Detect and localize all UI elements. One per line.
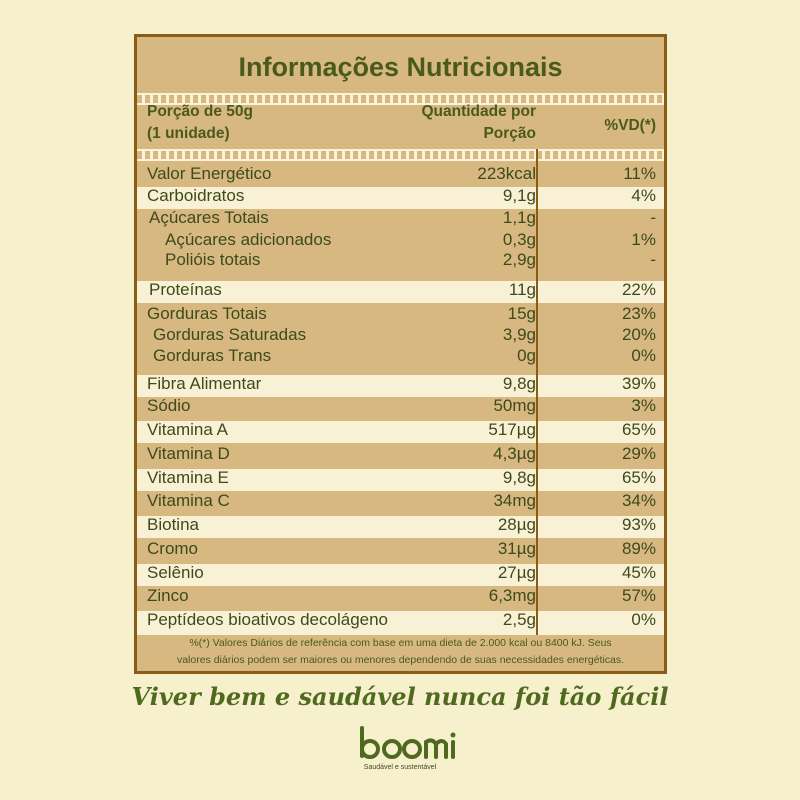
nutrient-daily-value: - bbox=[650, 208, 656, 227]
nutrient-name: Proteínas bbox=[149, 280, 222, 299]
nutrient-quantity: 11g bbox=[508, 280, 536, 299]
table-row: Açúcares Totais 1,1g - Açúcares adicionados… bbox=[137, 208, 664, 271]
nutrient-name: Vitamina D bbox=[147, 444, 230, 463]
nutrient-daily-value: 3% bbox=[631, 396, 656, 415]
table-row: Sódio 50mg 3% bbox=[137, 396, 664, 419]
nutrient-name: Sódio bbox=[147, 396, 191, 415]
table-row: Fibra Alimentar 9,8g 39% bbox=[137, 374, 664, 397]
nutrient-daily-value: 23% bbox=[621, 304, 656, 323]
nutrient-daily-value: 22% bbox=[621, 280, 656, 299]
table-row: Peptídeos bioativos decolágeno 2,5g 0% bbox=[137, 610, 664, 635]
nutrient-daily-value: 1% bbox=[631, 230, 656, 249]
nutrient-name: Cromo bbox=[147, 539, 199, 558]
nutrient-quantity: 50mg bbox=[493, 396, 536, 415]
header-divider-bottom bbox=[137, 149, 664, 161]
nutrient-name: Vitamina C bbox=[147, 491, 230, 510]
tagline: Viver bem e saudável nunca foi tão fácil bbox=[131, 682, 669, 711]
nutrient-name: Selênio bbox=[147, 563, 204, 582]
nutrient-daily-value: 4% bbox=[631, 186, 656, 205]
quantity-header: Quantidade por Porção bbox=[421, 101, 536, 145]
table-row: Vitamina E 9,8g 65% bbox=[137, 468, 664, 491]
footnote: %(*) Valores Diários de referência com b… bbox=[137, 635, 664, 671]
nutrient-quantity: 0g bbox=[517, 346, 536, 365]
column-divider-vd bbox=[536, 149, 538, 635]
table-row: Selênio 27µg 45% bbox=[137, 563, 664, 586]
nutrient-daily-value: 45% bbox=[621, 563, 656, 582]
table-row: Biotina 28µg 93% bbox=[137, 515, 664, 538]
nutrient-name: Carboidratos bbox=[147, 186, 245, 205]
table-row: Vitamina C 34mg 34% bbox=[137, 491, 664, 514]
header-divider-top bbox=[137, 93, 664, 105]
nutrient-name: Açúcares Totais bbox=[149, 208, 269, 227]
nutrient-quantity: 1,1g bbox=[502, 208, 536, 227]
nutrient-daily-value: 0% bbox=[631, 610, 656, 629]
nutrient-daily-value: 0% bbox=[631, 346, 656, 365]
nutrient-name: Valor Energético bbox=[147, 164, 272, 183]
nutrition-table: Informações Nutricionais Porção de 50g (… bbox=[134, 34, 667, 674]
table-row: Cromo 31µg 89% bbox=[137, 539, 664, 562]
nutrient-name: Gorduras Trans bbox=[153, 346, 272, 365]
nutrient-name: Vitamina A bbox=[147, 420, 228, 439]
table-row: Zinco 6,3mg 57% bbox=[137, 586, 664, 609]
vd-header: %VD(*) bbox=[604, 117, 656, 134]
nutrient-name: Peptídeos bioativos decolágeno bbox=[147, 610, 389, 629]
portion-line-2: (1 unidade) bbox=[147, 125, 230, 142]
quantity-line-2: Porção bbox=[483, 125, 536, 142]
nutrient-quantity: 2,5g bbox=[502, 610, 536, 629]
nutrient-daily-value: 89% bbox=[621, 539, 656, 558]
nutrient-name: Gorduras Totais bbox=[147, 304, 267, 323]
nutrient-daily-value: 57% bbox=[621, 586, 656, 605]
nutrient-name: Fibra Alimentar bbox=[147, 374, 262, 393]
nutrient-daily-value: 34% bbox=[621, 491, 656, 510]
nutrient-quantity: 223kcal bbox=[477, 164, 536, 183]
nutrient-quantity: 4,3µg bbox=[493, 444, 536, 463]
footnote-line-1: %(*) Valores Diários de referência com b… bbox=[189, 637, 612, 649]
portion-line-1: Porção de 50g bbox=[147, 103, 253, 120]
quantity-line-1: Quantidade por bbox=[421, 103, 536, 120]
nutrient-daily-value: - bbox=[650, 250, 656, 269]
brand-slogan: Saudável e sustentável bbox=[363, 764, 437, 771]
nutrient-quantity: 31µg bbox=[497, 539, 536, 558]
nutrient-quantity: 27µg bbox=[497, 563, 536, 582]
nutrient-quantity: 0,3g bbox=[502, 230, 536, 249]
table-row: Vitamina A 517µg 65% bbox=[137, 420, 664, 443]
nutrient-name: Biotina bbox=[147, 515, 199, 534]
nutrient-daily-value: 65% bbox=[621, 468, 656, 487]
nutrient-name: Gorduras Saturadas bbox=[153, 325, 307, 344]
nutrient-quantity: 15g bbox=[507, 304, 536, 323]
nutrient-daily-value: 20% bbox=[621, 325, 656, 344]
nutrient-name: Vitamina E bbox=[147, 468, 229, 487]
nutrient-quantity: 3,9g bbox=[502, 325, 536, 344]
nutrient-quantity: 9,8g bbox=[502, 468, 536, 487]
table-row: Gorduras Totais 15g 23% Gorduras Saturadas 3… bbox=[137, 304, 664, 369]
nutrient-quantity: 34mg bbox=[493, 491, 536, 510]
nutrient-name: Açúcares adicionados bbox=[165, 230, 332, 249]
table-row: Valor Energético 223kcal 11% bbox=[137, 164, 664, 187]
nutrient-quantity: 517µg bbox=[488, 420, 536, 439]
table-row: Vitamina D 4,3µg 29% bbox=[137, 444, 664, 467]
boomi-logo bbox=[360, 726, 456, 759]
nutrient-quantity: 9,8g bbox=[502, 374, 536, 393]
portion-header: Porção de 50g (1 unidade) bbox=[147, 101, 253, 145]
nutrient-name: Polióis totais bbox=[165, 250, 261, 269]
nutrient-daily-value: 65% bbox=[621, 420, 656, 439]
nutrient-quantity: 6,3mg bbox=[488, 586, 536, 605]
nutrient-daily-value: 29% bbox=[621, 444, 656, 463]
table-title: Informações Nutricionais bbox=[238, 52, 563, 82]
footnote-line-2: valores diários podem ser maiores ou men… bbox=[176, 654, 625, 666]
nutrient-name: Zinco bbox=[147, 586, 189, 605]
nutrient-daily-value: 39% bbox=[621, 374, 656, 393]
nutrient-quantity: 9,1g bbox=[502, 186, 536, 205]
nutrient-daily-value: 11% bbox=[623, 164, 656, 183]
nutrient-quantity: 2,9g bbox=[502, 250, 536, 269]
nutrient-daily-value: 93% bbox=[621, 515, 656, 534]
table-row: Proteínas 11g 22% bbox=[137, 280, 664, 303]
nutrient-quantity: 28µg bbox=[497, 515, 536, 534]
table-row: Carboidratos 9,1g 4% bbox=[137, 186, 664, 209]
